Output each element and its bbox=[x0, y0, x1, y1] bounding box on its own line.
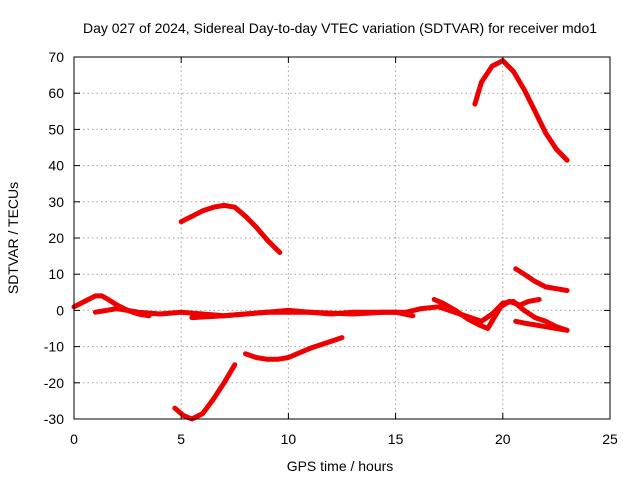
series-arc-7 bbox=[431, 297, 542, 331]
x-tick-label: 0 bbox=[70, 431, 78, 447]
x-axis-label: GPS time / hours bbox=[287, 458, 394, 474]
x-tick-label: 20 bbox=[495, 431, 511, 447]
y-tick-label: 20 bbox=[48, 230, 64, 246]
x-tick-label: 10 bbox=[281, 431, 297, 447]
series-arc-4 bbox=[172, 362, 238, 422]
series-arc-3 bbox=[178, 202, 283, 255]
y-tick-label: 10 bbox=[48, 266, 64, 282]
x-tick-label: 5 bbox=[177, 431, 185, 447]
x-tick-label: 25 bbox=[602, 431, 618, 447]
series-arc-10 bbox=[472, 58, 570, 163]
series-arc-8 bbox=[513, 318, 570, 333]
y-tick-label: 50 bbox=[48, 121, 64, 137]
y-tick-label: 30 bbox=[48, 194, 64, 210]
series-arc-6 bbox=[189, 298, 570, 333]
y-tick-label: 40 bbox=[48, 158, 64, 174]
y-tick-label: 60 bbox=[48, 85, 64, 101]
series-arc-9 bbox=[513, 266, 570, 293]
y-tick-label: 70 bbox=[48, 49, 64, 65]
y-tick-label: 0 bbox=[56, 302, 64, 318]
x-tick-label: 15 bbox=[388, 431, 404, 447]
chart-title: Day 027 of 2024, Sidereal Day-to-day VTE… bbox=[83, 20, 597, 36]
series-group bbox=[71, 58, 570, 422]
grid bbox=[74, 57, 610, 419]
y-tick-label: -30 bbox=[44, 411, 64, 427]
y-tick-label: -10 bbox=[44, 339, 64, 355]
y-tick-label: -20 bbox=[44, 375, 64, 391]
x-axis: 0 5 10 15 20 25 bbox=[70, 57, 618, 447]
y-axis: -30 -20 -10 0 10 20 30 40 50 60 70 bbox=[44, 49, 610, 427]
y-axis-label: SDTVAR / TECUs bbox=[5, 182, 21, 294]
series-arc-5 bbox=[243, 335, 345, 362]
